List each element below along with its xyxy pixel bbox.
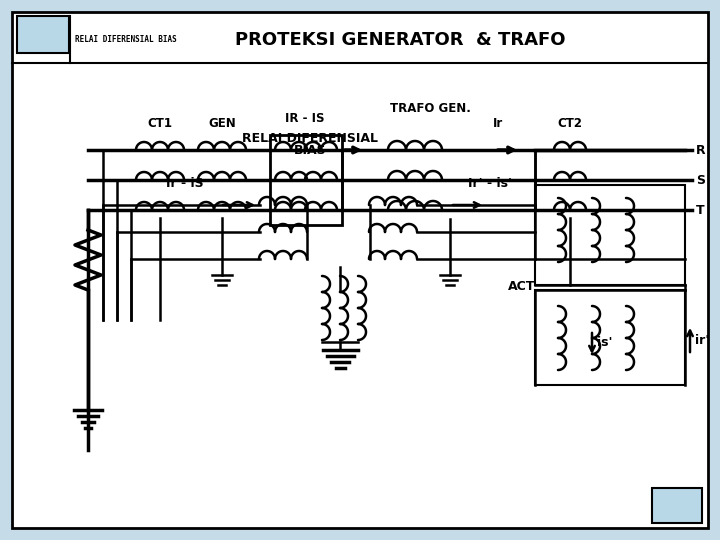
Text: TRAFO GEN.: TRAFO GEN. [390, 102, 470, 115]
Text: Ir - iS: Ir - iS [166, 177, 204, 190]
Bar [270, 135, 342, 225]
Bar [535, 185, 685, 285]
Text: CT2: CT2 [557, 117, 582, 130]
Text: R: R [696, 144, 706, 157]
Text: GEN: GEN [208, 117, 236, 130]
Text: IR - IS: IR - IS [285, 112, 325, 125]
Text: is': is' [597, 336, 613, 349]
Text: RELAI DIFERENSIAL BIAS: RELAI DIFERENSIAL BIAS [75, 36, 176, 44]
Bar [652, 488, 702, 523]
Text: ir': ir' [695, 334, 709, 347]
Text: RELAI DIFERENSIAL: RELAI DIFERENSIAL [242, 132, 378, 145]
Text: T: T [696, 204, 705, 217]
Text: S: S [696, 173, 705, 186]
Text: BIAS: BIAS [294, 144, 326, 157]
Text: CT1: CT1 [148, 117, 173, 130]
Text: PROTEKSI GENERATOR  & TRAFO: PROTEKSI GENERATOR & TRAFO [235, 31, 565, 49]
Bar [535, 290, 685, 385]
Text: ACT: ACT [508, 280, 536, 293]
Text: Ir: Ir [493, 117, 503, 130]
Text: Ir' - is': Ir' - is' [468, 177, 512, 190]
Bar [17, 16, 69, 53]
